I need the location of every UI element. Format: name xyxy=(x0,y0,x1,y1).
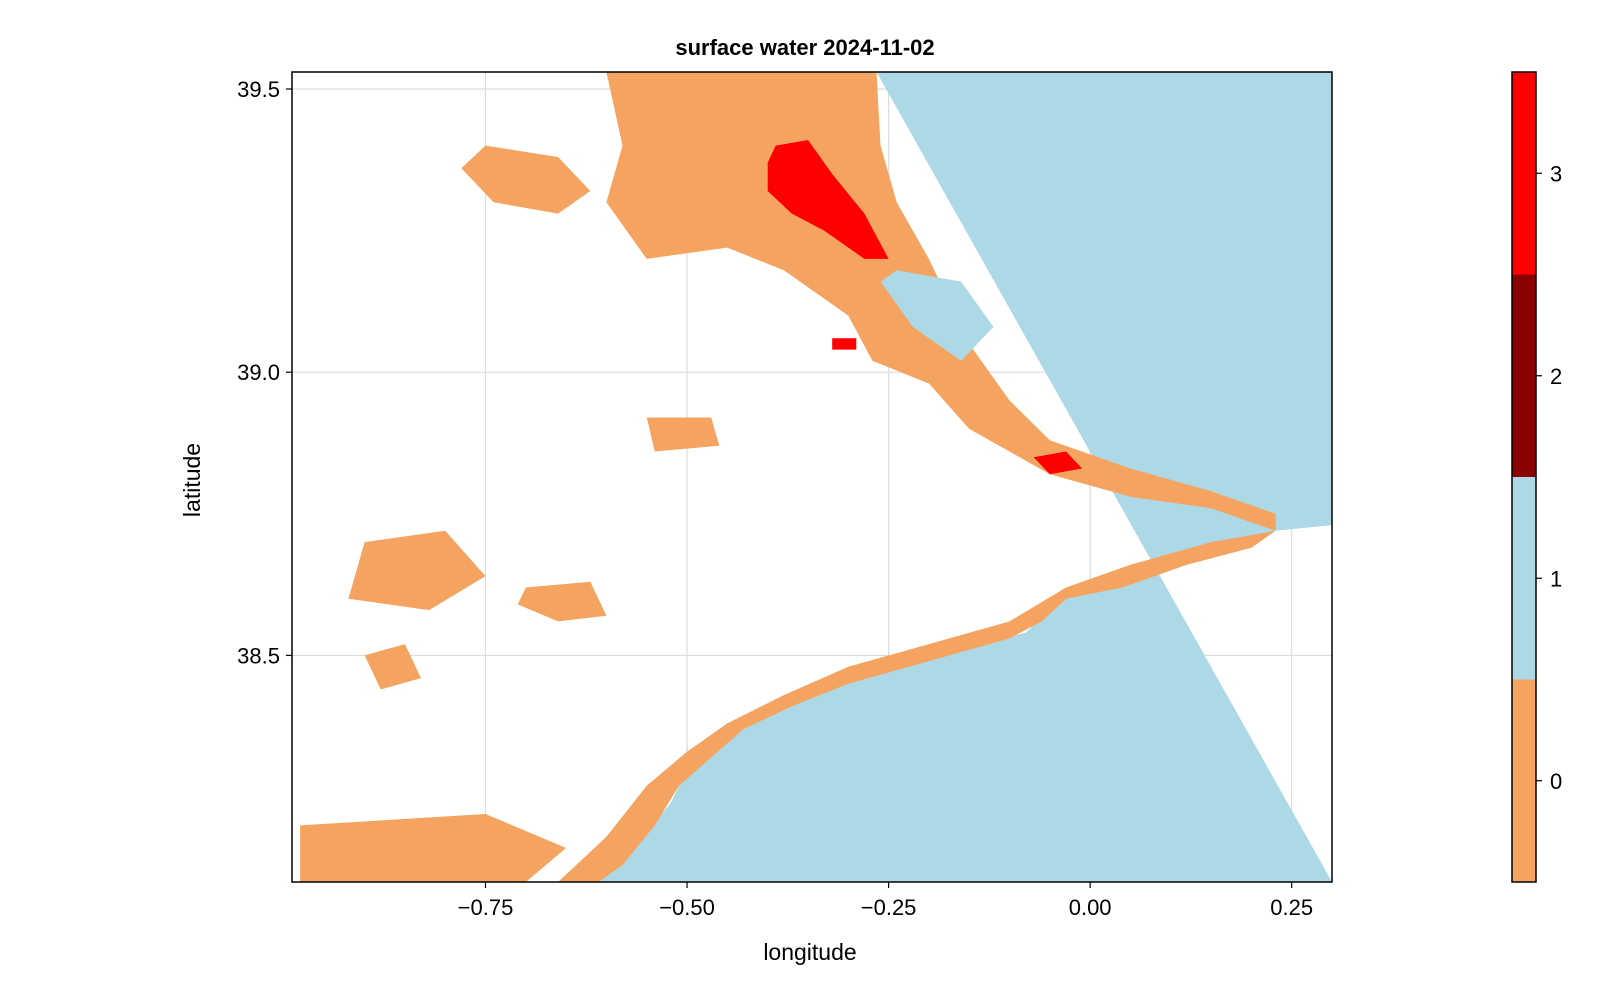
plot-area xyxy=(291,71,1333,883)
x-axis-label: longitude xyxy=(763,939,856,965)
map-regions xyxy=(300,72,1332,882)
region-patch-inland-1 xyxy=(646,417,720,452)
colorbar-segment xyxy=(1512,274,1536,477)
x-tick-label: −0.25 xyxy=(861,895,917,920)
region-coast-south xyxy=(558,530,1276,882)
plot-frame xyxy=(291,71,1333,883)
x-tick-label: −0.75 xyxy=(458,895,514,920)
chart-title: surface water 2024-11-02 xyxy=(675,35,934,60)
colorbar-tick-label: 3 xyxy=(1550,161,1562,186)
x-axis-ticks: −0.75 −0.50 −0.25 0.00 0.25 xyxy=(458,882,1313,920)
region-patch-west-2 xyxy=(364,644,421,690)
x-tick-label: 0.25 xyxy=(1270,895,1313,920)
region-sea-inland-tongue xyxy=(880,270,994,361)
region-patch-southwest xyxy=(300,814,567,882)
x-tick-label: −0.50 xyxy=(659,895,715,920)
colorbar-tick-label: 2 xyxy=(1550,364,1562,389)
y-tick-label: 39.0 xyxy=(237,360,280,385)
y-tick-label: 39.5 xyxy=(237,77,280,102)
colorbar-segment xyxy=(1512,679,1536,882)
colorbar-tick-label: 0 xyxy=(1550,769,1562,794)
region-patch-west-1 xyxy=(348,530,486,611)
x-tick-label: 0.00 xyxy=(1069,895,1112,920)
colorbar-tick-label: 1 xyxy=(1550,566,1562,591)
region-flood-small xyxy=(832,338,857,350)
region-flood-albufera xyxy=(767,140,889,259)
colorbar-segment xyxy=(1512,477,1536,680)
region-patch-central xyxy=(517,581,607,622)
region-flood-coast-mid xyxy=(1033,451,1083,475)
y-axis-label: latitude xyxy=(179,443,205,517)
y-tick-label: 38.5 xyxy=(237,643,280,668)
colorbar-segment xyxy=(1512,72,1536,275)
colorbar-frame xyxy=(1511,71,1537,883)
y-axis-ticks: 38.5 39.0 39.5 xyxy=(237,77,292,668)
region-sea xyxy=(598,72,1332,882)
colorbar: 0 1 2 3 xyxy=(1511,71,1562,883)
region-patch-northwest xyxy=(461,145,591,214)
